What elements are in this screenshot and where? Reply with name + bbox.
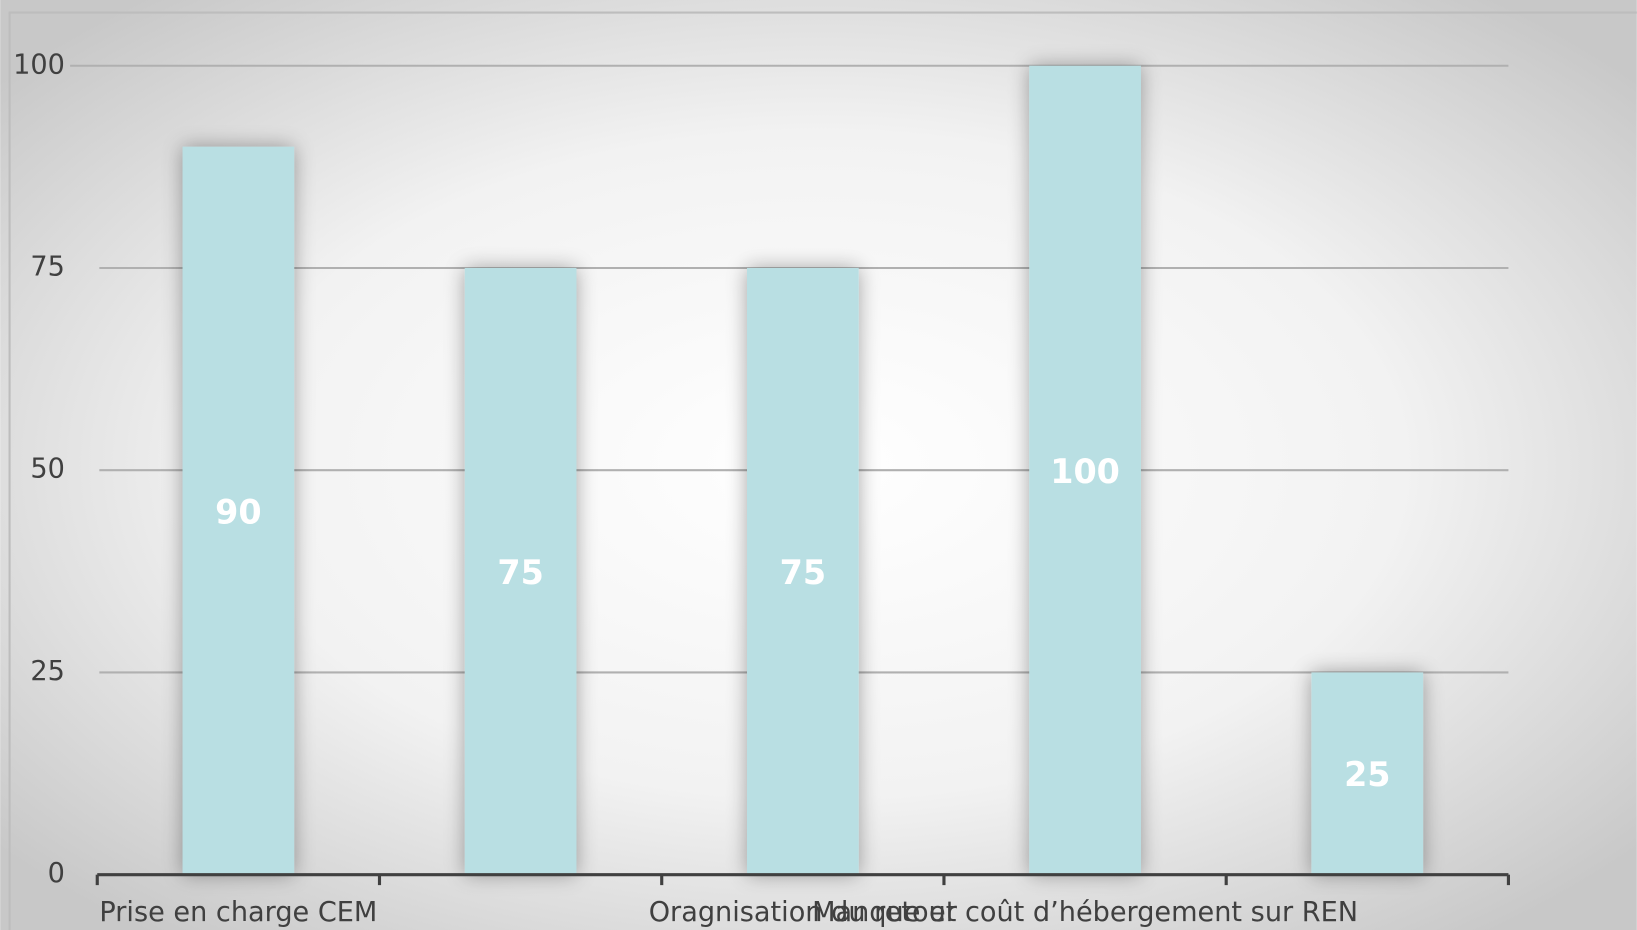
data-label: 90: [215, 492, 261, 531]
y-tick-label: 100: [13, 49, 65, 80]
bar: [464, 267, 577, 875]
data-label: 75: [780, 553, 826, 592]
data-label: 75: [497, 553, 543, 592]
y-tick-label: 0: [48, 858, 65, 889]
x-tick-label: Prise en charge CEM: [99, 897, 377, 928]
bar: [1311, 672, 1424, 875]
x-tick-label: Manque et coût d’hébergement sur REN: [812, 897, 1358, 928]
x-axis: Prise en charge CEM Oragnisation du retou…: [95, 873, 1510, 928]
data-label: 100: [1050, 452, 1120, 491]
bars: 90 75 75 100 25: [182, 65, 1424, 875]
bar: [1029, 65, 1141, 875]
bar: [182, 146, 295, 875]
data-label: 25: [1344, 755, 1390, 794]
x-tick-label: Oragnisation du retour: [649, 897, 958, 928]
y-tick-label: 50: [30, 454, 65, 485]
y-tick-label: 75: [30, 251, 65, 282]
bar: [747, 267, 859, 875]
y-tick-label: 25: [30, 656, 65, 687]
